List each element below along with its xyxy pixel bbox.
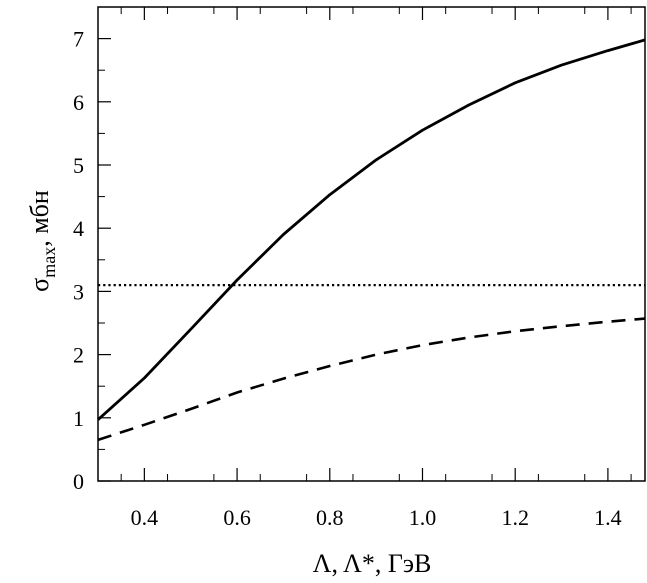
x-tick-label: 0.6	[223, 505, 251, 530]
y-axis-label-symbol: σ	[25, 278, 54, 292]
y-tick-label: 6	[73, 90, 84, 115]
y-axis-label: σmax, мбн	[25, 190, 59, 292]
x-tick-label: 1.4	[594, 505, 622, 530]
y-tick-label: 7	[73, 27, 84, 52]
y-axis-label-unit: , мбн	[25, 190, 54, 247]
x-axis-label: Λ, Λ*, ГэВ	[313, 549, 432, 578]
series-line-solid	[97, 38, 646, 421]
x-tick-label: 0.4	[131, 505, 159, 530]
x-tick-label: 1.0	[409, 505, 437, 530]
plot-frame	[97, 6, 646, 482]
series-lines	[97, 38, 646, 442]
y-tick-label: 3	[73, 279, 84, 304]
y-tick-label: 0	[73, 469, 84, 494]
y-tick-label: 1	[73, 406, 84, 431]
x-tick-label: 0.8	[316, 505, 344, 530]
y-tick-label: 5	[73, 153, 84, 178]
axis-ticks	[98, 7, 632, 482]
y-tick-label: 2	[73, 343, 84, 368]
plot-frame	[97, 6, 646, 482]
y-axis-label-subscript: max	[39, 247, 59, 278]
tick-labels: 0.4 0.6 0.8 1.0 1.2 1.4 0 1 2 3 4 5 6 7	[73, 27, 622, 530]
series-line-dashed	[97, 317, 646, 442]
x-tick-label: 1.2	[501, 505, 529, 530]
y-tick-label: 4	[73, 216, 84, 241]
